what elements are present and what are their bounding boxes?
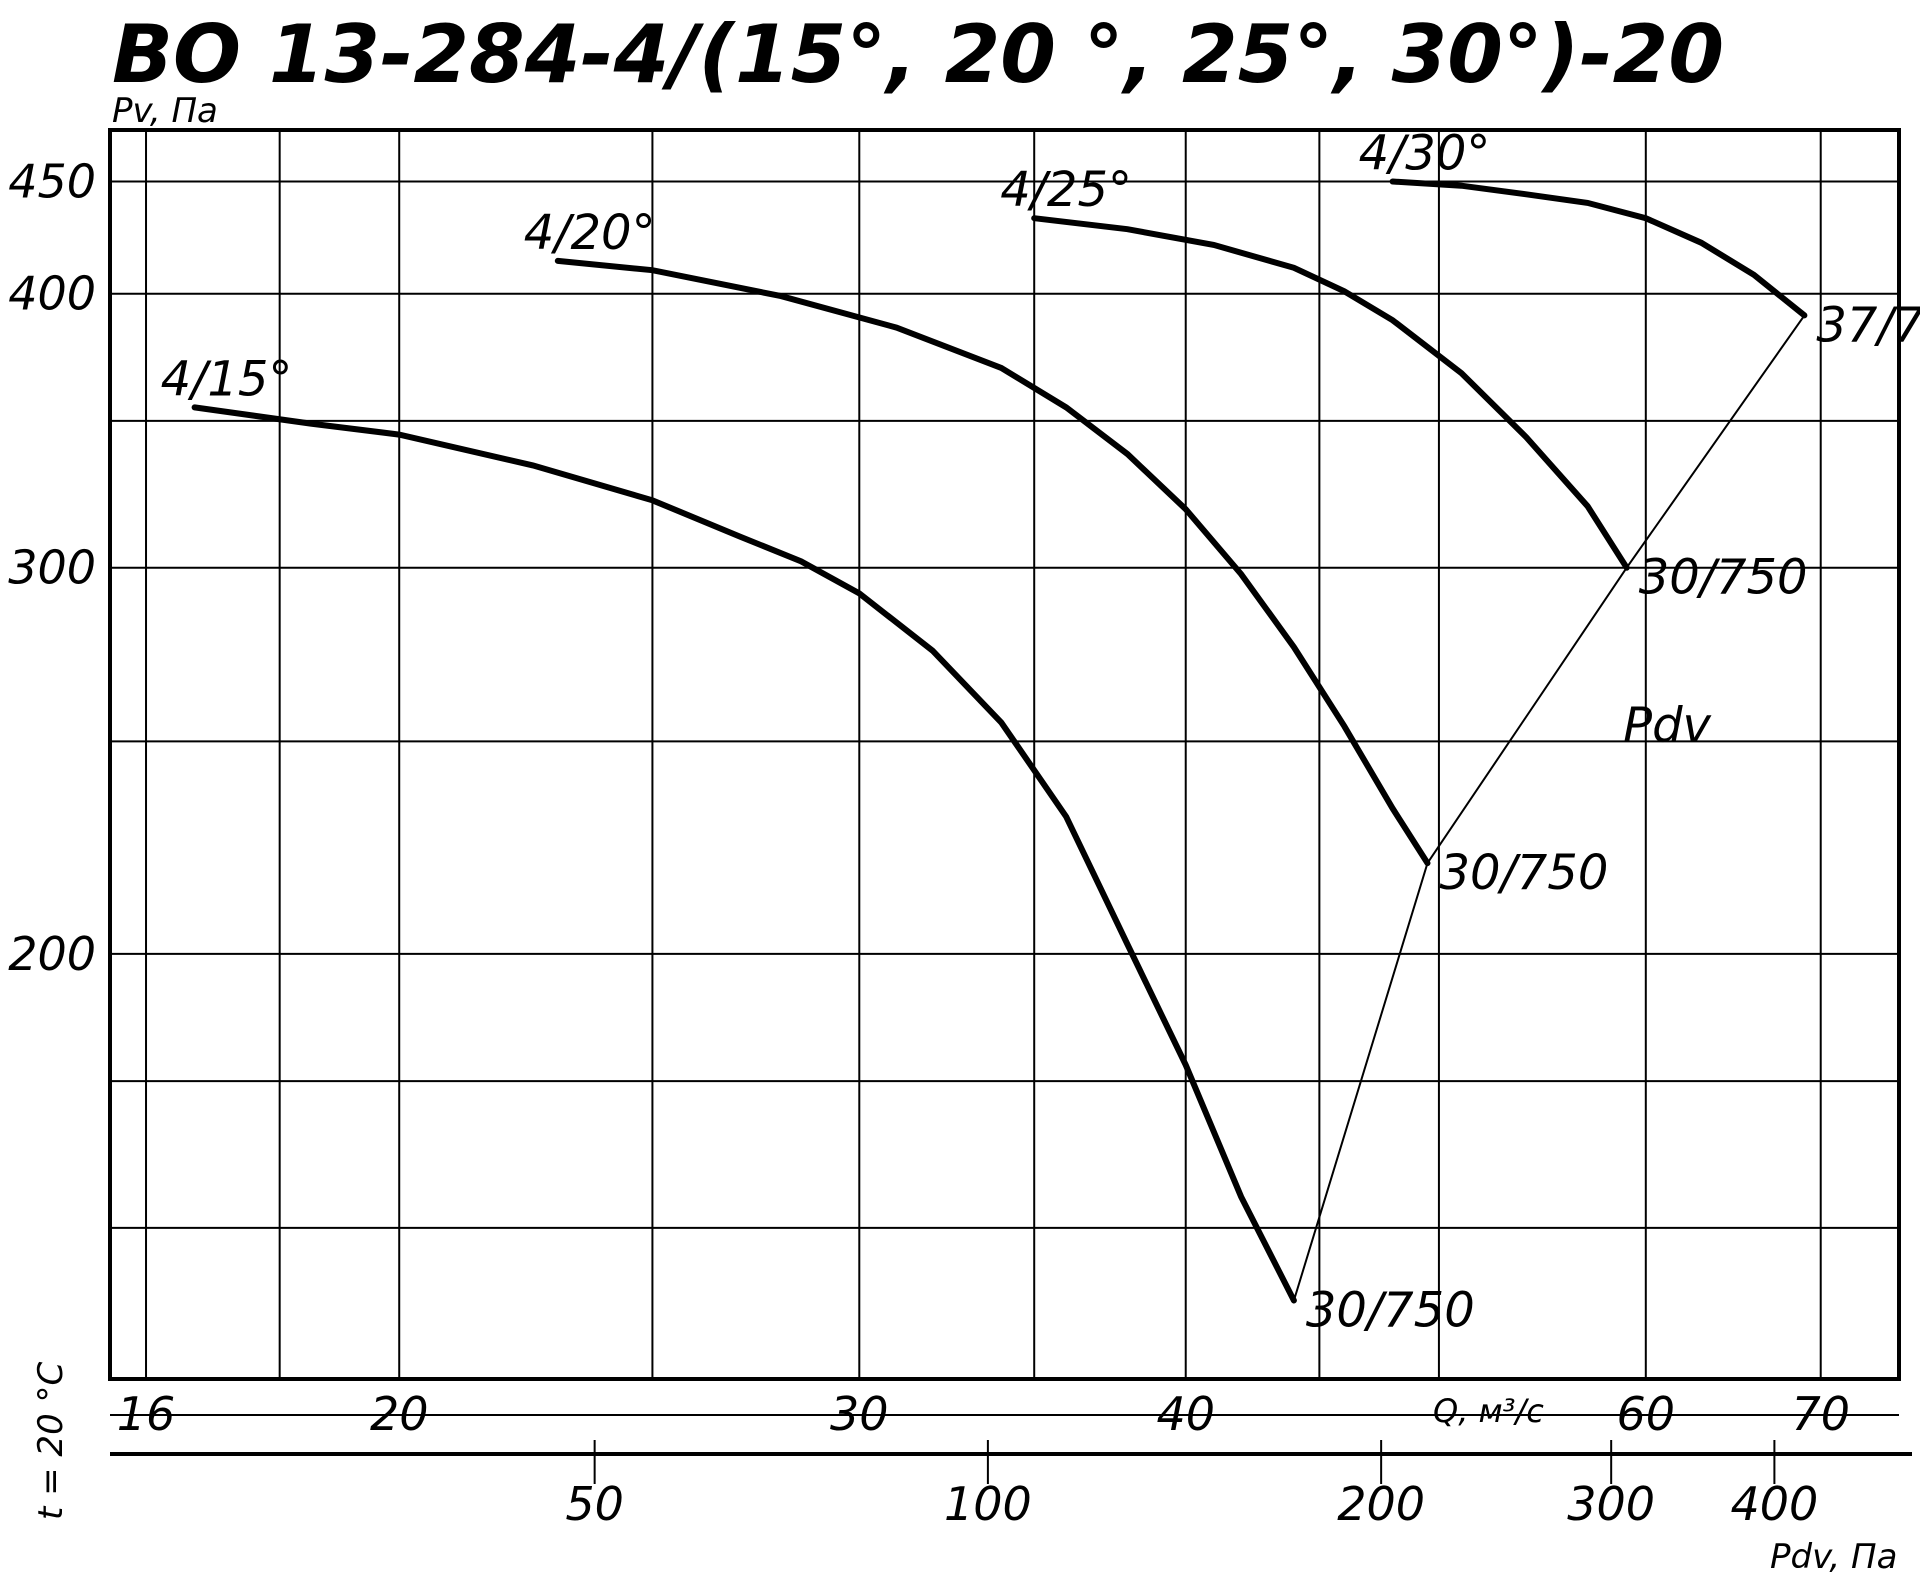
series-name-label: 4/15° (161, 351, 293, 407)
series-curve-2 (558, 261, 1428, 863)
series-end-label: 30/750 (1639, 550, 1808, 606)
pdv-tick-label: 300 (1567, 1477, 1655, 1531)
series-labels: 4/15° 30/750 4/20° 30/750 4/25° 30/750 4/30° 37… (161, 125, 1920, 1338)
pdv-tick-label: 100 (944, 1477, 1032, 1531)
y-tick-labels: 450 400 300 200 (8, 154, 96, 980)
series-name-label: 4/20° (524, 205, 656, 261)
series-curve-1 (195, 407, 1294, 1300)
series-name-label: 4/25° (1000, 162, 1132, 218)
x-axis-label: Q, м³/с (1433, 1392, 1544, 1430)
y-axis-label: Pv, Па (112, 91, 218, 131)
pdv-tick-label: 400 (1730, 1477, 1818, 1531)
pdv-line-label: Pdv (1623, 697, 1711, 753)
y-tick-label: 200 (8, 927, 96, 981)
series-name-label: 4/30° (1359, 125, 1491, 181)
pdv-axis-label: Pdv, Па (1770, 1537, 1897, 1576)
series-curve-4 (1393, 182, 1805, 316)
x-tick-label: 60 (1617, 1387, 1676, 1441)
temperature-label: t = 20 °C (31, 1361, 71, 1520)
series-end-label: 30/750 (1440, 845, 1609, 901)
x-tick-label: 70 (1791, 1387, 1850, 1441)
x-tick-label: 20 (370, 1387, 429, 1441)
y-tick-label: 450 (8, 154, 96, 208)
y-tick-label: 400 (8, 267, 96, 321)
plot-frame (110, 130, 1899, 1379)
x-tick-label: 16 (117, 1387, 176, 1441)
x-tick-label: 40 (1156, 1387, 1215, 1441)
series-end-label: 30/750 (1306, 1282, 1475, 1338)
x-tick-label: 30 (830, 1387, 889, 1441)
series-end-label: 37/750 (1816, 297, 1920, 353)
grid (110, 130, 1899, 1379)
pdv-tick-label: 200 (1337, 1477, 1425, 1531)
pdv-tick-label: 50 (565, 1477, 624, 1531)
pdv-axis: 50 100 200 300 400 (110, 1440, 1912, 1531)
q-axis: 16 20 30 40 60 70 (110, 1387, 1899, 1441)
chart-title: ВО 13-284-4/(15°, 20 °, 25°, 30°)-20 (112, 8, 1724, 101)
y-tick-label: 300 (8, 541, 96, 595)
series-curve-3 (1034, 218, 1627, 568)
